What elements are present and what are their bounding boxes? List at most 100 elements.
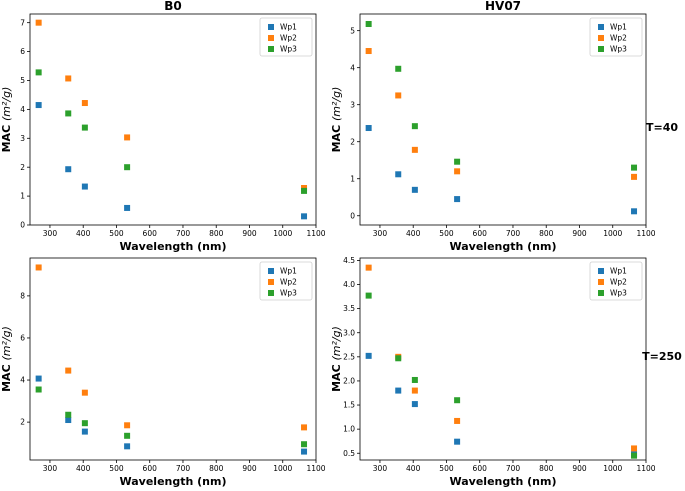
data-point-wp1 xyxy=(395,171,402,178)
legend-label-wp2: Wp2 xyxy=(610,278,627,287)
data-point-wp3 xyxy=(301,187,308,194)
legend-marker-wp1 xyxy=(598,24,604,30)
data-point-wp3 xyxy=(124,432,131,439)
y-tick-label: 1 xyxy=(350,174,355,183)
panel-b0-t250: 300 400 500 600 700 800 900 1000 1100 2 4 6 8 Wavelen… xyxy=(0,257,326,488)
legend-label-wp3: Wp3 xyxy=(280,45,297,54)
data-point-wp2 xyxy=(65,367,72,374)
y-tick-label: 1.5 xyxy=(343,401,355,410)
legend-marker-wp2 xyxy=(598,279,604,285)
legend-label-wp2: Wp2 xyxy=(280,34,297,43)
legend-marker-wp2 xyxy=(268,35,274,41)
chart-title: HV07 xyxy=(485,0,521,13)
y-axis-label: MAC (m²/g) xyxy=(0,87,13,153)
x-tick-label: 1100 xyxy=(306,229,325,238)
legend-marker-wp1 xyxy=(268,24,274,30)
data-point-wp1 xyxy=(81,183,88,190)
panel-b0-t40: B0 300 400 500 600 700 800 900 1000 1100 0 1 2 3 4 5 6 7 W… xyxy=(0,0,326,253)
y-tick-label: 0 xyxy=(350,211,355,220)
data-point-wp2 xyxy=(411,387,418,394)
data-point-wp3 xyxy=(411,123,418,130)
data-point-wp2 xyxy=(631,173,638,180)
data-point-wp3 xyxy=(631,164,638,171)
plot-frame xyxy=(29,257,317,461)
data-point-wp2 xyxy=(65,75,72,82)
x-tick-label: 700 xyxy=(176,229,191,238)
y-tick-label: 2.0 xyxy=(343,377,355,386)
data-point-wp3 xyxy=(395,355,402,362)
data-point-wp1 xyxy=(301,448,308,455)
data-point-wp2 xyxy=(411,146,418,153)
x-tick-label: 600 xyxy=(143,229,158,238)
data-point-wp3 xyxy=(365,292,372,299)
x-tick-label: 900 xyxy=(572,229,587,238)
y-tick-label: 4.5 xyxy=(343,256,355,265)
data-point-wp2 xyxy=(35,19,42,26)
data-point-wp2 xyxy=(81,389,88,396)
x-axis-label: Wavelength (nm) xyxy=(120,475,227,488)
y-tick-label: 6 xyxy=(20,334,25,343)
data-point-wp1 xyxy=(365,352,372,359)
data-point-wp3 xyxy=(124,164,131,171)
x-axis-label: Wavelength (nm) xyxy=(120,240,227,253)
data-point-wp3 xyxy=(365,20,372,27)
x-tick-label: 1000 xyxy=(273,464,292,473)
data-point-wp3 xyxy=(65,411,72,418)
x-tick-label: 300 xyxy=(373,464,388,473)
y-tick-label: 8 xyxy=(20,291,25,300)
legend-label-wp1: Wp1 xyxy=(610,23,627,32)
y-tick-label: 0 xyxy=(20,221,25,230)
y-tick-label: 0.5 xyxy=(343,449,355,458)
x-tick-label: 500 xyxy=(439,464,454,473)
x-tick-label: 700 xyxy=(176,464,191,473)
data-point-wp1 xyxy=(35,375,42,382)
data-point-wp3 xyxy=(81,124,88,131)
data-point-wp2 xyxy=(124,134,131,141)
x-tick-label: 300 xyxy=(373,229,388,238)
legend-label-wp2: Wp2 xyxy=(610,34,627,43)
legend-label-wp2: Wp2 xyxy=(280,278,297,287)
y-tick-label: 3.0 xyxy=(343,328,355,337)
y-tick-label: 3.5 xyxy=(343,304,355,313)
y-tick-label: 5 xyxy=(350,26,355,35)
row-label-t250: T=250 xyxy=(642,350,682,363)
x-tick-label: 600 xyxy=(143,464,158,473)
chart-title: B0 xyxy=(164,0,182,13)
legend-marker-wp2 xyxy=(268,279,274,285)
data-point-wp3 xyxy=(301,441,308,448)
plot-frame xyxy=(359,13,647,226)
x-tick-label: 1100 xyxy=(636,229,655,238)
y-tick-label: 4 xyxy=(350,63,355,72)
y-tick-label: 3 xyxy=(350,100,355,109)
data-point-wp2 xyxy=(35,264,42,271)
data-point-wp1 xyxy=(454,438,461,445)
y-axis-label: MAC (m²/g) xyxy=(330,87,343,153)
y-tick-label: 4 xyxy=(20,376,25,385)
x-tick-label: 800 xyxy=(539,229,554,238)
x-tick-label: 400 xyxy=(76,464,91,473)
x-axis-label: Wavelength (nm) xyxy=(450,240,557,253)
x-tick-label: 900 xyxy=(242,229,257,238)
data-point-wp1 xyxy=(631,208,638,215)
panel-hv07-t250: 300 400 500 600 700 800 900 1000 1100 0.5 1.0 1.5 2.… xyxy=(330,256,656,488)
plot-frame xyxy=(359,257,647,461)
y-tick-label: 2 xyxy=(20,418,25,427)
data-point-wp1 xyxy=(411,186,418,193)
data-point-wp3 xyxy=(81,420,88,427)
y-tick-label: 3 xyxy=(20,134,25,143)
legend-label-wp3: Wp3 xyxy=(610,289,627,298)
data-point-wp2 xyxy=(631,445,638,452)
data-point-wp2 xyxy=(454,417,461,424)
y-tick-label: 1.0 xyxy=(343,425,355,434)
legend-marker-wp3 xyxy=(268,290,274,296)
y-tick-label: 5 xyxy=(20,76,25,85)
x-tick-label: 500 xyxy=(109,464,124,473)
data-point-wp1 xyxy=(35,102,42,109)
panel-hv07-t40: HV07 300 400 500 600 700 800 900 1000 1100 0 1 2 3 4 5 W… xyxy=(330,0,656,253)
x-tick-label: 400 xyxy=(406,229,421,238)
legend-marker-wp1 xyxy=(268,268,274,274)
x-tick-label: 1100 xyxy=(306,464,325,473)
x-tick-label: 400 xyxy=(76,229,91,238)
y-tick-label: 1 xyxy=(20,192,25,201)
